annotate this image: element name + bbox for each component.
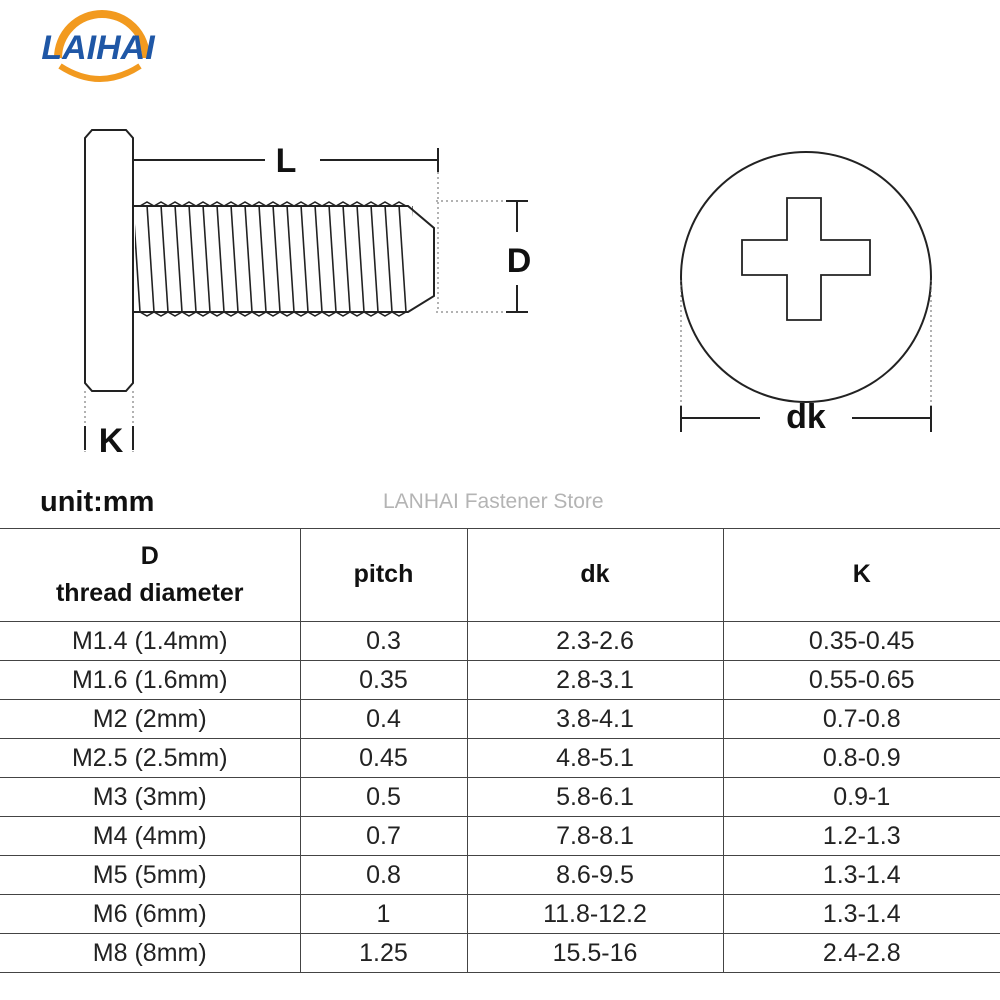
table-row: M3 (3mm) 0.5 5.8-6.1 0.9-1 xyxy=(0,777,1000,817)
cell-thread-diameter: M2 (2mm) xyxy=(0,699,301,739)
table-row: M5 (5mm) 0.8 8.6-9.5 1.3-1.4 xyxy=(0,855,1000,895)
logo-orange-swoosh xyxy=(58,63,142,82)
header-thread-diameter-label: thread diameter xyxy=(55,579,244,607)
label-D: D xyxy=(507,242,532,280)
label-L: L xyxy=(276,142,297,180)
header-k: K xyxy=(722,528,1000,622)
brand-logo-graphic: LAIHAI xyxy=(41,10,156,82)
cell-pitch: 1.25 xyxy=(299,933,468,973)
cell-dk: 15.5-16 xyxy=(466,933,724,973)
label-dk: dk xyxy=(786,398,826,436)
cell-thread-diameter: M2.5 (2.5mm) xyxy=(0,738,301,778)
header-d: D xyxy=(140,541,159,570)
table-row: M2 (2mm) 0.4 3.8-4.1 0.7-0.8 xyxy=(0,699,1000,739)
brand-logo: LAIHAI xyxy=(0,0,200,100)
cell-thread-diameter: M1.6 (1.6mm) xyxy=(0,660,301,700)
screw-shank xyxy=(133,201,435,317)
cell-dk: 2.8-3.1 xyxy=(466,660,724,700)
cell-k: 0.35-0.45 xyxy=(722,621,1000,661)
cell-pitch: 0.7 xyxy=(299,816,468,856)
cell-k: 2.4-2.8 xyxy=(722,933,1000,973)
header-pitch: pitch xyxy=(299,528,468,622)
cell-k: 0.8-0.9 xyxy=(722,738,1000,778)
header-dk: dk xyxy=(466,528,724,622)
cell-thread-diameter: M4 (4mm) xyxy=(0,816,301,856)
table-row: M2.5 (2.5mm) 0.45 4.8-5.1 0.8-0.9 xyxy=(0,738,1000,778)
screw-head-top-view xyxy=(680,151,932,403)
cell-pitch: 0.5 xyxy=(299,777,468,817)
cell-thread-diameter: M8 (8mm) xyxy=(0,933,301,973)
table-row: M4 (4mm) 0.7 7.8-8.1 1.2-1.3 xyxy=(0,816,1000,856)
phillips-cross-icon xyxy=(741,197,871,321)
cell-pitch: 0.45 xyxy=(299,738,468,778)
cell-k: 1.3-1.4 xyxy=(722,855,1000,895)
store-watermark: LANHAI Fastener Store xyxy=(383,490,604,513)
cell-k: 1.2-1.3 xyxy=(722,816,1000,856)
cell-dk: 2.3-2.6 xyxy=(466,621,724,661)
cell-k: 0.55-0.65 xyxy=(722,660,1000,700)
table-row: M8 (8mm) 1.25 15.5-16 2.4-2.8 xyxy=(0,933,1000,973)
cell-thread-diameter: M6 (6mm) xyxy=(0,894,301,934)
logo-text: LAIHAI xyxy=(41,29,156,67)
screw-head-side xyxy=(84,129,134,392)
cell-pitch: 0.35 xyxy=(299,660,468,700)
cell-dk: 7.8-8.1 xyxy=(466,816,724,856)
cell-k: 1.3-1.4 xyxy=(722,894,1000,934)
cell-k: 0.9-1 xyxy=(722,777,1000,817)
label-K: K xyxy=(99,422,124,460)
dimension-dk: dk xyxy=(680,280,932,436)
cell-dk: 5.8-6.1 xyxy=(466,777,724,817)
cell-pitch: 0.8 xyxy=(299,855,468,895)
dimension-D: D xyxy=(436,200,532,313)
table-row: M1.4 (1.4mm) 0.3 2.3-2.6 0.35-0.45 xyxy=(0,621,1000,661)
cell-dk: 4.8-5.1 xyxy=(466,738,724,778)
dimension-L: L xyxy=(133,142,439,312)
cell-pitch: 1 xyxy=(299,894,468,934)
cell-dk: 3.8-4.1 xyxy=(466,699,724,739)
header-thread-diameter: D thread diameter xyxy=(0,528,301,622)
cell-thread-diameter: M1.4 (1.4mm) xyxy=(0,621,301,661)
cell-pitch: 0.3 xyxy=(299,621,468,661)
spec-table: D thread diameter pitch dk K M1.4 (1.4mm… xyxy=(0,528,1000,973)
table-header-row: D thread diameter pitch dk K xyxy=(0,528,1000,622)
cell-k: 0.7-0.8 xyxy=(722,699,1000,739)
unit-label: unit:mm xyxy=(40,486,155,518)
logo-orange-arc xyxy=(54,10,150,59)
screw-technical-drawing: L D K xyxy=(0,0,1000,470)
cell-thread-diameter: M3 (3mm) xyxy=(0,777,301,817)
table-row: M6 (6mm) 1 11.8-12.2 1.3-1.4 xyxy=(0,894,1000,934)
cell-pitch: 0.4 xyxy=(299,699,468,739)
table-row: M1.6 (1.6mm) 0.35 2.8-3.1 0.55-0.65 xyxy=(0,660,1000,700)
cell-dk: 11.8-12.2 xyxy=(466,894,724,934)
cell-thread-diameter: M5 (5mm) xyxy=(0,855,301,895)
cell-dk: 8.6-9.5 xyxy=(466,855,724,895)
dimension-K: K xyxy=(84,391,134,460)
